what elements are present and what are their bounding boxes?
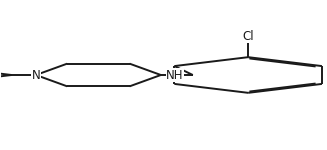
Text: N: N: [31, 69, 40, 81]
Text: NH: NH: [166, 69, 184, 81]
Text: Cl: Cl: [242, 30, 254, 43]
